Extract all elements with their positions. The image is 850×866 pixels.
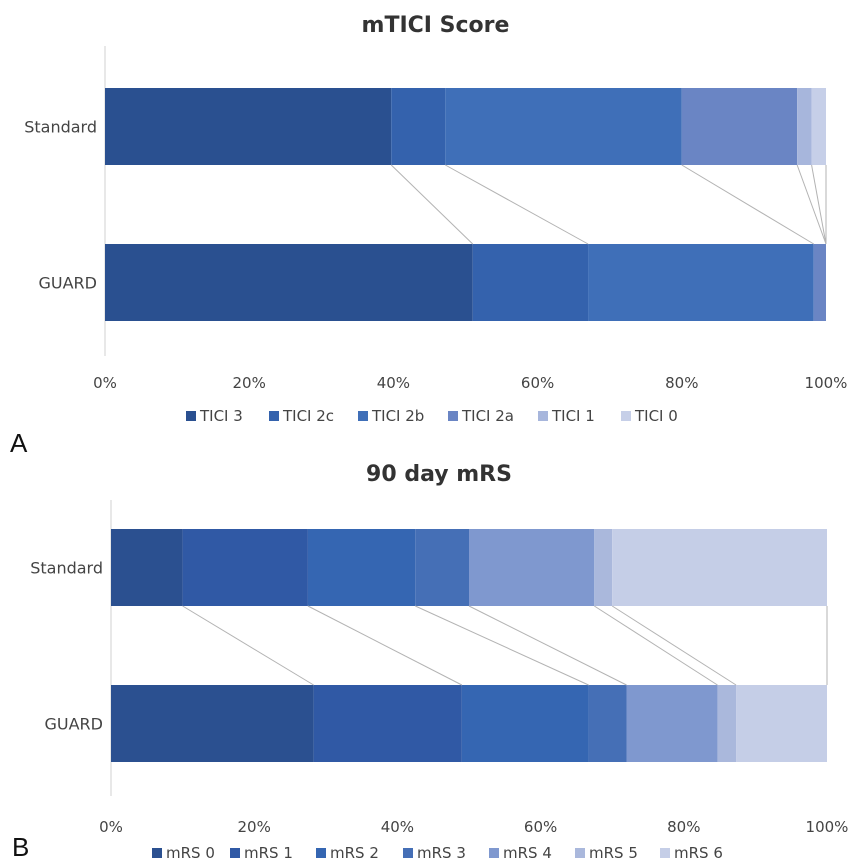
bar-segment [681,88,798,165]
legend-swatch [489,848,499,858]
category-label: GUARD [39,274,98,293]
category-label: Standard [30,559,103,578]
legend-label: TICI 0 [634,407,678,425]
bar-segment [813,244,826,321]
bar-segment [105,88,392,165]
series-connector-line [182,605,314,686]
legend-label: mRS 0 [166,844,215,862]
legend-swatch [230,848,240,858]
x-tick-label: 100% [805,374,848,392]
legend-swatch [448,411,458,421]
legend-swatch [269,411,279,421]
bar-segment [736,685,827,762]
series-connector-line [611,605,737,686]
bar-segment [111,685,314,762]
x-tick-label: 80% [667,818,700,836]
chart-1: mTICI Score Standard GUARD 0% 20% 40% 60% 80% 10… [24,13,847,425]
bar-segment [461,685,589,762]
legend-swatch [186,411,196,421]
legend-label: TICI 2a [461,407,514,425]
series-connector-line [681,164,814,245]
x-tick-label: 100% [806,818,849,836]
legend-swatch [538,411,548,421]
x-tick-label: 20% [238,818,271,836]
bar-segment [391,88,446,165]
bar-segment [111,529,183,606]
legend-label: mRS 3 [417,844,466,862]
x-tick-label: 60% [521,374,554,392]
bar-segment [182,529,308,606]
series-connector-line [307,605,463,686]
chart-2: 90 day mRS Standard GUARD 0% 20% 40% 60% 80% 100… [30,462,848,862]
legend-label: mRS 4 [503,844,552,862]
bar-segment [626,685,718,762]
legend-swatch [403,848,413,858]
series-connector-line [796,164,827,245]
x-tick-label: 0% [93,374,117,392]
x-tick-label: 40% [377,374,410,392]
series-connector-line [415,605,589,686]
series-connector-line [445,164,589,245]
bar-segment [594,529,613,606]
legend-swatch [152,848,162,858]
bar-segment [313,685,462,762]
legend-swatch [316,848,326,858]
bar-segment [415,529,469,606]
bar-segment [717,685,737,762]
series-connector-line [811,164,827,245]
bar-segment [445,88,682,165]
legend-swatch [660,848,670,858]
bar-segment [588,244,814,321]
legend-label: TICI 1 [551,407,595,425]
legend-swatch [621,411,631,421]
bar-segment [612,529,827,606]
legend-swatch [575,848,585,858]
bar-segment [472,244,589,321]
bar-segment [588,685,627,762]
legend-label: mRS 5 [589,844,638,862]
bar-segment [469,529,595,606]
panel-label-a: A [10,428,28,458]
series-connector-line [594,605,718,686]
legend-label: TICI 2c [282,407,334,425]
legend-label: mRS 6 [674,844,723,862]
x-tick-label: 40% [381,818,414,836]
x-tick-label: 80% [665,374,698,392]
x-tick-label: 20% [233,374,266,392]
bar-segment [797,88,812,165]
category-label: GUARD [45,715,104,734]
legend-label: mRS 2 [330,844,379,862]
legend-label: TICI 2b [371,407,424,425]
bar-segment [811,88,826,165]
legend-swatch [358,411,368,421]
x-tick-label: 0% [99,818,123,836]
panel-label-b: B [12,832,30,862]
series-connector-line [390,164,474,245]
chart-title: mTICI Score [362,13,510,38]
chart-title: 90 day mRS [366,462,512,487]
category-label: Standard [24,118,97,137]
bar-segment [307,529,416,606]
x-tick-label: 60% [524,818,557,836]
series-connector-line [468,605,627,686]
legend-label: mRS 1 [244,844,293,862]
legend-label: TICI 3 [199,407,243,425]
bar-segment [105,244,473,321]
